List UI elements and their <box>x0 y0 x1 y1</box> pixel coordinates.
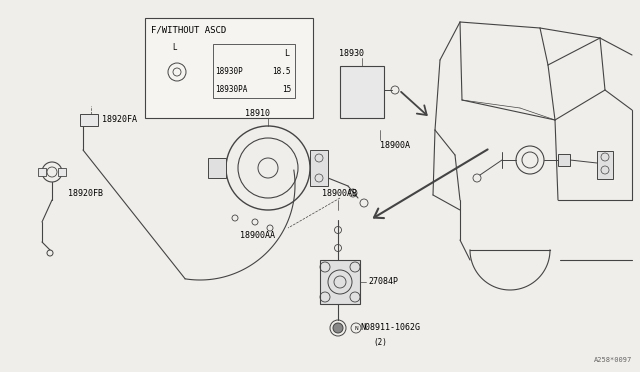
Text: 15: 15 <box>282 84 291 93</box>
Text: F/WITHOUT ASCD: F/WITHOUT ASCD <box>151 26 227 35</box>
Text: L: L <box>173 44 177 52</box>
Circle shape <box>333 323 343 333</box>
Bar <box>213 44 295 98</box>
Text: 27084P: 27084P <box>368 278 398 286</box>
Text: 18930: 18930 <box>339 49 365 58</box>
Bar <box>320 260 360 304</box>
Bar <box>340 66 384 118</box>
Text: 18920FA: 18920FA <box>102 115 137 125</box>
Bar <box>58 168 66 176</box>
Text: 18900AB: 18900AB <box>322 189 357 198</box>
Bar <box>38 168 46 176</box>
Bar <box>310 150 328 186</box>
Bar <box>558 154 570 166</box>
Text: 18930P: 18930P <box>215 67 243 76</box>
Bar <box>208 158 226 178</box>
Text: L: L <box>285 48 289 58</box>
Text: (2): (2) <box>373 337 387 346</box>
Text: N08911-1062G: N08911-1062G <box>360 324 420 333</box>
Bar <box>80 114 98 126</box>
Bar <box>597 151 613 179</box>
Text: 18.5: 18.5 <box>273 67 291 76</box>
Bar <box>145 18 313 118</box>
Text: 18910: 18910 <box>246 109 271 118</box>
Text: 18930PA: 18930PA <box>215 84 248 93</box>
Text: 18900A: 18900A <box>380 141 410 150</box>
Text: 18900AA: 18900AA <box>240 231 275 241</box>
Text: 18920FB: 18920FB <box>68 189 103 199</box>
Text: A258*0097: A258*0097 <box>594 357 632 363</box>
Text: N: N <box>354 326 358 330</box>
